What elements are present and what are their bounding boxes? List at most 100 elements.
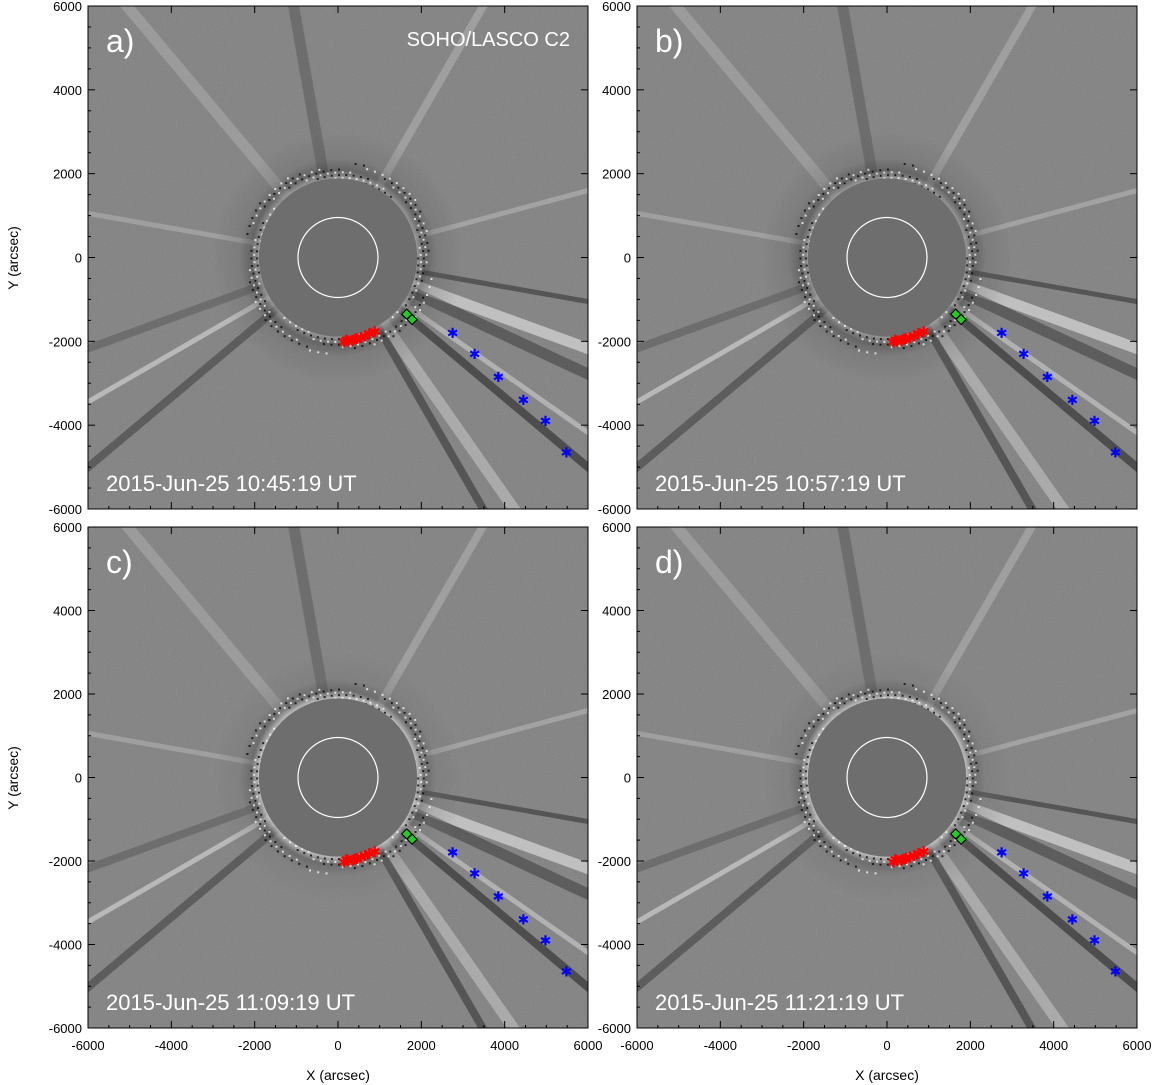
blue-marker: ✱ (469, 867, 481, 883)
blue-marker: ✱ (1042, 370, 1054, 386)
x-axis-label-left: X (arcsec) (306, 1067, 370, 1083)
occulter-disk (258, 178, 418, 337)
red-marker: ✱ (891, 852, 904, 870)
red-marker: ✱ (895, 332, 908, 350)
red-marker: ✱ (917, 843, 930, 861)
y-tick-label: 4000 (602, 83, 631, 98)
y-tick-label: 0 (624, 771, 631, 786)
x-tick-label: -6000 (620, 1038, 653, 1053)
red-marker: ✱ (359, 327, 372, 345)
y-tick-label: 2000 (53, 167, 82, 182)
panel-label: d) (655, 544, 683, 580)
x-tick-label: 4000 (490, 1038, 519, 1053)
blue-marker: ✱ (996, 846, 1008, 862)
red-marker: ✱ (342, 852, 355, 870)
red-marker: ✱ (904, 329, 917, 347)
red-marker: ✱ (908, 327, 921, 345)
red-marker: ✱ (897, 850, 910, 868)
green-marker (406, 313, 418, 326)
blue-marker: ✱ (1018, 867, 1030, 883)
y-tick-label: -2000 (49, 334, 82, 349)
y-axis-label-top: Y (arcsec) (5, 226, 21, 290)
green-marker (401, 308, 413, 320)
red-marker: ✱ (346, 852, 359, 870)
x-tick-label: 0 (883, 1038, 890, 1053)
y-tick-label: 2000 (602, 687, 631, 702)
y-tick-label: -2000 (49, 854, 82, 869)
x-tick-label: 6000 (574, 1038, 603, 1053)
blue-marker: ✱ (518, 912, 530, 928)
y-tick-label: -4000 (598, 418, 631, 433)
red-marker: ✱ (350, 850, 363, 868)
blue-marker: ✱ (1067, 393, 1079, 409)
red-marker: ✱ (904, 849, 917, 867)
green-marker (406, 833, 418, 845)
blue-marker: ✱ (540, 933, 552, 949)
green-marker (955, 313, 967, 326)
timestamp-label: 2015-Jun-25 11:09:19 UT (106, 990, 355, 1015)
solar-limb-circle (297, 736, 379, 819)
green-marker (955, 833, 967, 845)
x-tick-label: -4000 (155, 1038, 188, 1053)
y-tick-label: 4000 (53, 604, 82, 619)
y-tick-label: 2000 (602, 167, 631, 182)
solar-limb-circle (846, 216, 928, 299)
solar-limb-circle (297, 216, 379, 299)
y-tick-label: 0 (75, 251, 82, 266)
x-axis-label-right: X (arcsec) (855, 1067, 919, 1083)
red-marker: ✱ (908, 847, 921, 865)
red-marker: ✱ (891, 332, 904, 350)
red-marker: ✱ (340, 331, 353, 349)
blue-marker: ✱ (1109, 965, 1121, 981)
red-marker: ✱ (346, 332, 359, 350)
red-marker: ✱ (363, 325, 376, 343)
blue-marker: ✱ (469, 347, 481, 363)
blue-marker: ✱ (1042, 889, 1054, 905)
red-marker: ✱ (912, 325, 925, 343)
y-tick-label: 6000 (53, 520, 82, 535)
x-tick-label: 2000 (407, 1038, 436, 1053)
red-marker: ✱ (889, 331, 902, 349)
timestamp-label: 2015-Jun-25 10:45:19 UT (106, 471, 357, 496)
y-tick-label: -6000 (598, 1021, 631, 1036)
red-marker: ✱ (912, 845, 925, 863)
red-marker: ✱ (338, 334, 351, 352)
panel-label: b) (655, 23, 683, 59)
blue-marker: ✱ (1067, 912, 1079, 928)
red-marker: ✱ (348, 850, 361, 868)
green-marker (401, 828, 413, 840)
blue-marker: ✱ (540, 414, 552, 430)
y-tick-label: 0 (75, 771, 82, 786)
blue-marker: ✱ (447, 326, 459, 342)
occulter-disk (807, 178, 967, 337)
x-tick-label: 0 (334, 1038, 341, 1053)
red-marker: ✱ (899, 330, 912, 348)
y-tick-label: 6000 (602, 520, 631, 535)
panel-c: ✱✱✱✱✱✱✱✱✱✱ ✱✱✱✱✱✱c)2015-Jun-25 11:09:19 U… (49, 520, 603, 1053)
blue-marker: ✱ (996, 326, 1008, 342)
y-tick-label: -6000 (49, 1021, 82, 1036)
y-tick-label: 4000 (53, 83, 82, 98)
y-tick-label: -4000 (49, 418, 82, 433)
panel-label: c) (106, 544, 133, 580)
blue-marker: ✱ (447, 846, 459, 862)
timestamp-label: 2015-Jun-25 11:21:19 UT (655, 990, 904, 1015)
red-marker: ✱ (355, 849, 368, 867)
red-marker: ✱ (895, 852, 908, 870)
red-marker: ✱ (338, 853, 351, 871)
occulter-disk (258, 698, 418, 857)
green-marker (950, 828, 962, 840)
x-tick-label: -4000 (704, 1038, 737, 1053)
y-tick-label: -4000 (598, 938, 631, 953)
red-marker: ✱ (350, 330, 363, 348)
y-tick-label: -6000 (49, 502, 82, 517)
blue-marker: ✱ (493, 889, 505, 905)
red-marker: ✱ (887, 334, 900, 352)
x-tick-label: -2000 (238, 1038, 271, 1053)
panel-a: ✱✱✱✱✱✱✱✱✱✱ ✱✱✱✱✱✱a)2015-Jun-25 10:45:19 U… (49, 0, 589, 517)
panel-label: a) (106, 23, 134, 59)
red-marker: ✱ (368, 323, 381, 341)
solar-limb-circle (846, 736, 928, 819)
y-tick-label: -4000 (49, 938, 82, 953)
red-marker: ✱ (368, 843, 381, 861)
